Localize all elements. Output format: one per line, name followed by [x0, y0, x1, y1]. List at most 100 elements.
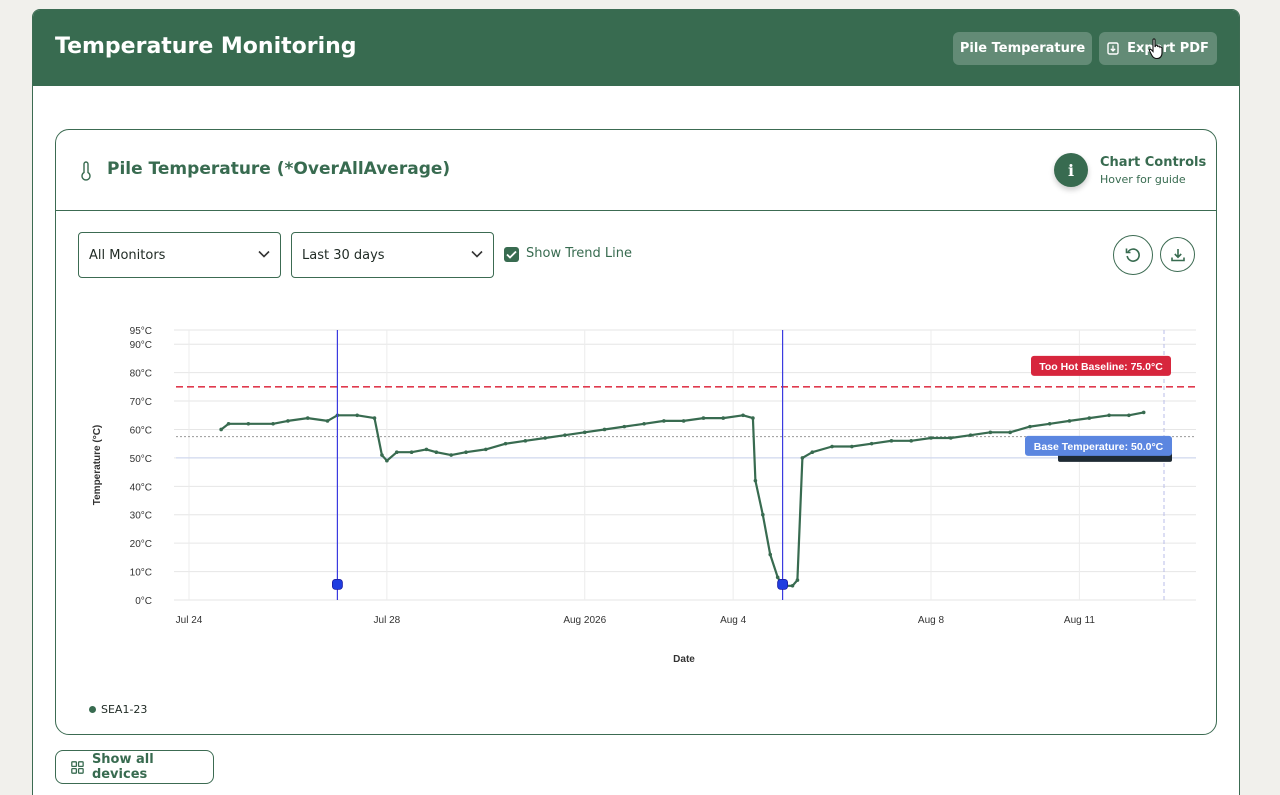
- y-tick-label: 80°C: [130, 369, 152, 380]
- temperature-chart[interactable]: 0°C 10°C 20°C 30°C 40°C 50°C 60°C 70°C 80°C 90°C 9…: [56, 130, 1218, 736]
- y-tick-label: 60°C: [130, 425, 152, 436]
- download-icon: [1170, 248, 1185, 261]
- data-point: [988, 430, 993, 435]
- data-point: [325, 419, 330, 423]
- data-point: [434, 450, 439, 455]
- export-pdf-icon: [1107, 42, 1119, 55]
- data-point: [464, 450, 468, 455]
- marker-handle: [777, 578, 788, 590]
- data-point: [226, 421, 231, 426]
- export-pdf-label: Export PDF: [1127, 41, 1209, 56]
- y-tick-label: 70°C: [130, 397, 152, 408]
- monitor-select[interactable]: All Monitors: [78, 232, 281, 278]
- y-tick-label: 50°C: [130, 454, 152, 465]
- data-point: [775, 575, 780, 580]
- x-tick-label: Jul 28: [374, 615, 401, 626]
- data-point: [385, 458, 389, 463]
- reset-zoom-button[interactable]: [1113, 235, 1153, 275]
- data-point: [810, 450, 815, 455]
- pile-temperature-card: Pile Temperature (*OverAllAverage) i Cha…: [55, 129, 1217, 735]
- data-point: [394, 450, 399, 455]
- base-temperature-label-box: [1025, 435, 1172, 456]
- data-point: [449, 453, 453, 457]
- data-point: [424, 447, 429, 452]
- data-point: [503, 441, 508, 446]
- base-temperature-label: Base Temperature: 50.0°C: [1034, 441, 1164, 453]
- data-point: [305, 416, 310, 420]
- data-point: [286, 419, 290, 423]
- data-point: [721, 416, 726, 420]
- data-point: [889, 439, 894, 443]
- legend-item-sea1-23[interactable]: SEA1-23: [101, 703, 148, 716]
- chart-controls-title: Chart Controls: [1100, 155, 1207, 170]
- data-point: [909, 439, 914, 443]
- x-tick-label: Jul 24: [176, 615, 203, 626]
- data-point: [800, 456, 805, 460]
- data-point: [219, 427, 223, 432]
- data-point: [1087, 416, 1092, 420]
- data-point: [543, 436, 547, 440]
- chart-controls-subtitle: Hover for guide: [1100, 173, 1186, 186]
- x-tick-label: Aug 11: [1064, 615, 1095, 626]
- checkmark-icon: [506, 250, 517, 259]
- data-point: [751, 416, 755, 420]
- data-point: [681, 419, 686, 423]
- data-point: [790, 583, 795, 588]
- data-point: [1127, 413, 1131, 418]
- data-point: [602, 427, 607, 432]
- data-point: [372, 416, 377, 420]
- data-point: [741, 413, 745, 418]
- data-point: [948, 436, 953, 440]
- x-tick-label: Aug 4: [720, 615, 747, 626]
- data-point: [523, 439, 528, 443]
- date-range-select-value: Last 30 days: [302, 247, 385, 263]
- data-point: [1047, 421, 1052, 426]
- data-point: [380, 453, 384, 457]
- y-tick-label: 90°C: [130, 340, 152, 351]
- data-point: [1008, 430, 1012, 435]
- x-tick-label: Aug 8: [918, 615, 945, 626]
- card-title: Pile Temperature (*OverAllAverage): [107, 159, 451, 179]
- monitor-select-value: All Monitors: [89, 247, 166, 263]
- data-point: [869, 441, 874, 446]
- data-point: [622, 424, 627, 429]
- top-bar: Temperature Monitoring Pile Temperature …: [33, 10, 1239, 86]
- data-point: [271, 421, 275, 426]
- data-point: [850, 444, 854, 449]
- data-point: [929, 436, 933, 440]
- hand-cursor-icon: [1148, 38, 1163, 60]
- page-title: Temperature Monitoring: [55, 34, 357, 59]
- data-point: [563, 433, 567, 437]
- data-point: [753, 478, 758, 483]
- data-point: [355, 413, 359, 418]
- data-point: [642, 421, 646, 426]
- grid-icon: [71, 760, 84, 774]
- trend-line-checkbox[interactable]: [504, 247, 519, 262]
- y-axis-label: Temperature (°C): [92, 425, 103, 506]
- marker-handle: [331, 578, 343, 590]
- show-all-devices-label: Show all devices: [91, 752, 154, 782]
- data-point: [701, 416, 706, 420]
- y-tick-label: 0°C: [135, 596, 152, 607]
- data-point: [761, 512, 765, 517]
- data-point: [768, 552, 773, 557]
- data-point: [662, 419, 666, 423]
- show-all-devices-button[interactable]: Show all devices: [55, 750, 214, 784]
- y-tick-label: 95°C: [130, 326, 152, 337]
- y-tick-label: 40°C: [130, 482, 152, 493]
- x-axis-label: Date: [673, 654, 695, 665]
- info-icon[interactable]: i: [1054, 153, 1088, 187]
- y-tick-label: 20°C: [130, 539, 152, 550]
- reset-icon: [1125, 248, 1140, 262]
- data-point: [795, 578, 800, 582]
- data-point: [830, 444, 834, 449]
- chevron-down-icon: [471, 250, 483, 258]
- download-chart-button[interactable]: [1160, 237, 1195, 272]
- x-tick-label: Aug 2026: [563, 615, 606, 626]
- date-range-select[interactable]: Last 30 days: [291, 232, 494, 278]
- data-point: [582, 430, 587, 435]
- pile-temperature-button[interactable]: Pile Temperature: [953, 32, 1092, 65]
- trend-line-label[interactable]: Show Trend Line: [526, 246, 633, 261]
- data-point: [968, 433, 973, 437]
- data-point: [1028, 424, 1032, 429]
